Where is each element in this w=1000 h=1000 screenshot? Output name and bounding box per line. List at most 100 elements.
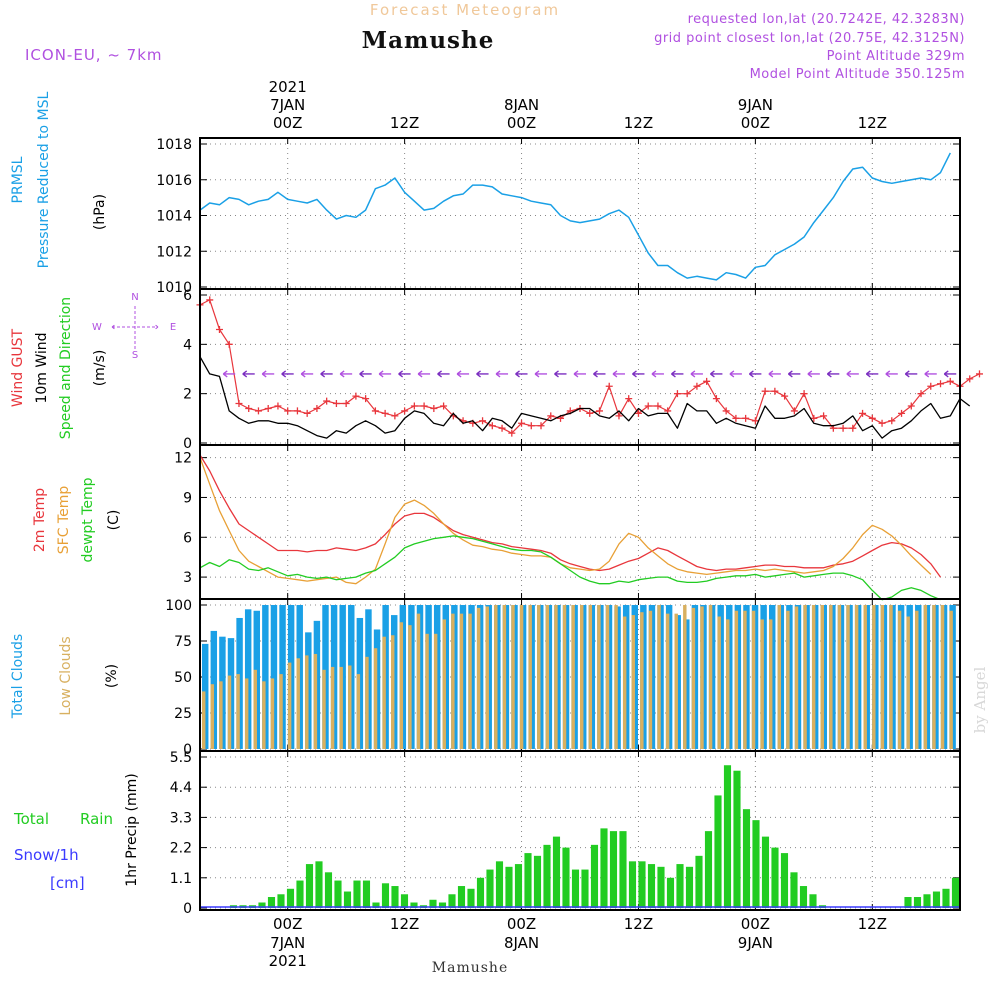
low-clouds-bar — [708, 605, 713, 749]
dewpt-label: dewpt Temp — [80, 477, 96, 562]
wind-unit-label: (m/s) — [92, 350, 108, 387]
gust-marker — [313, 404, 321, 412]
compass-west: W — [92, 322, 102, 333]
low-clouds-bar — [751, 610, 756, 749]
top-tick-label: 00Z — [507, 114, 536, 132]
gust-marker — [225, 340, 233, 348]
wind-direction-arrow — [651, 370, 664, 378]
wind-direction-arrow — [222, 370, 236, 378]
low-clouds-bar — [537, 605, 541, 749]
temp-2m-label: 2m Temp — [32, 488, 48, 552]
low-clouds-bar — [674, 613, 678, 749]
gust-marker — [820, 412, 828, 420]
gust-marker — [654, 402, 662, 410]
wind-series-line — [199, 356, 971, 439]
low-clouds-bar — [820, 605, 824, 749]
low-clouds-bar — [717, 616, 721, 749]
gust-marker — [332, 400, 340, 408]
precip-bar — [467, 888, 475, 908]
precip-bar — [771, 847, 779, 908]
gust-marker — [634, 409, 642, 417]
wind-gust-label: Wind GUST — [10, 328, 26, 407]
precip-bar — [913, 897, 922, 908]
snow-label: Snow/1h — [14, 846, 79, 864]
low-clouds-bar — [262, 681, 266, 749]
grid-point-coords: grid point closest lon,lat (20.75E, 42.3… — [654, 31, 965, 46]
low-clouds-bar — [244, 678, 249, 749]
gust-marker — [274, 402, 282, 410]
low-clouds-bar — [562, 605, 567, 749]
low-clouds-bar — [743, 610, 747, 749]
pressure-label-prmsl: PRMSL — [10, 156, 26, 203]
y-tick-label: 0 — [183, 901, 192, 917]
gust-marker — [693, 382, 701, 390]
bottom-date-label: 9JAN — [738, 934, 773, 952]
gust-marker — [371, 407, 379, 415]
low-clouds-bar — [236, 674, 240, 749]
sfc-temp-series-line — [199, 457, 932, 585]
gust-marker — [518, 419, 526, 427]
low-clouds-bar — [631, 615, 635, 749]
precip-bar — [277, 894, 285, 908]
wind-direction-arrow — [924, 370, 937, 378]
precip-bar — [353, 880, 361, 908]
precip-bar — [638, 861, 646, 908]
gust-marker — [790, 407, 798, 415]
precip-bar — [657, 866, 665, 908]
low-clouds-bar — [476, 607, 481, 749]
gust-marker — [401, 407, 409, 415]
wind-direction-arrow — [242, 370, 255, 378]
low-clouds-bar — [330, 666, 335, 749]
low-clouds-bar — [287, 662, 292, 749]
low-clouds-bar — [348, 665, 352, 749]
bottom-year-label: 2021 — [269, 952, 307, 970]
wind-direction-arrow — [554, 370, 567, 378]
bottom-date-label: 7JAN — [270, 934, 305, 952]
wind-direction-arrow — [417, 370, 431, 378]
sfc-temp-label: SFC Temp — [56, 486, 72, 555]
precip-bar — [600, 828, 608, 908]
gust-marker — [800, 390, 808, 398]
low-clouds-bar — [777, 605, 782, 749]
low-clouds-bar — [734, 610, 739, 749]
y-tick-label: 50 — [174, 670, 192, 686]
precip-bar — [647, 864, 656, 908]
gust-marker — [595, 407, 603, 415]
gust-marker — [868, 414, 876, 422]
low-clouds-bar — [683, 605, 687, 749]
gust-marker — [420, 402, 428, 410]
model-label: ICON-EU, ~ 7km — [25, 46, 163, 64]
wind-direction-arrow — [846, 370, 859, 378]
gust-marker — [605, 382, 613, 390]
low-clouds-bar — [322, 669, 326, 749]
gust-marker — [878, 419, 886, 427]
gust-marker — [849, 424, 857, 432]
gust-marker — [362, 395, 370, 403]
gust-marker — [254, 407, 262, 415]
top-tick-label: 12Z — [390, 114, 419, 132]
gust-marker — [732, 414, 740, 422]
y-tick-label: 1016 — [156, 173, 192, 189]
dewpt-series-line — [199, 535, 941, 601]
gust-marker — [245, 404, 253, 412]
precip-bar — [742, 809, 751, 908]
gust-marker — [391, 412, 399, 420]
gust-marker — [293, 407, 301, 415]
low-clouds-bar — [614, 605, 618, 749]
bottom-tick-label: 00Z — [741, 915, 770, 933]
wind-direction-arrow — [534, 370, 548, 378]
panel-border — [199, 137, 961, 290]
wind-direction-arrow — [748, 370, 762, 378]
precip-bar — [381, 883, 390, 908]
low-clouds-bar — [365, 656, 369, 749]
panel-border — [199, 750, 961, 911]
top-tick-label: 00Z — [273, 114, 302, 132]
low-clouds-bar — [837, 605, 842, 749]
top-date-label: 7JAN — [270, 96, 305, 114]
requested-coords: requested lon,lat (20.7242E, 42.3283N) — [688, 12, 965, 27]
bottom-tick-label: 12Z — [624, 915, 653, 933]
wind-direction-label: Speed and Direction — [58, 297, 74, 439]
gust-marker — [323, 397, 331, 405]
total-clouds-bar — [270, 605, 278, 749]
gust-marker — [586, 409, 594, 417]
